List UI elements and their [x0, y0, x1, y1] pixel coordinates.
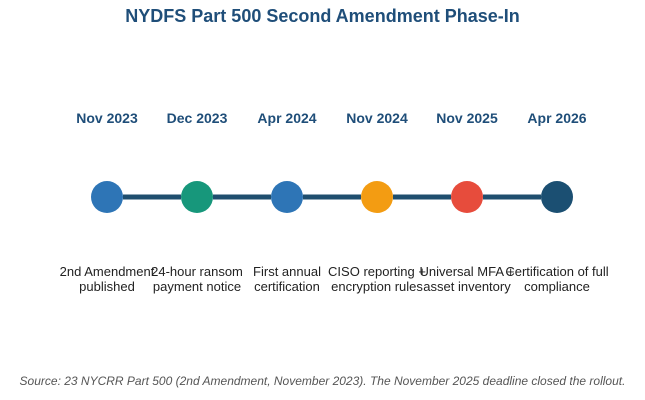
milestone-label: Universal MFA + asset inventory — [419, 264, 515, 294]
milestone-dot — [541, 181, 573, 213]
milestone-date: Apr 2026 — [527, 110, 587, 126]
milestone-label: 2nd Amendment published — [59, 264, 155, 294]
milestone-label: First annual certification — [253, 264, 321, 294]
milestone-label: 24-hour ransom payment notice — [151, 264, 243, 294]
milestone-label: CISO reporting + encryption rules — [328, 264, 426, 294]
milestone-date: Dec 2023 — [166, 110, 228, 126]
milestone-dot — [451, 181, 483, 213]
milestone-dot — [271, 181, 303, 213]
milestone-label: Certification of full compliance — [505, 264, 609, 294]
milestone-dot — [361, 181, 393, 213]
title: NYDFS Part 500 Second Amendment Phase-In — [125, 6, 520, 26]
milestone-dot — [181, 181, 213, 213]
milestone-date: Nov 2023 — [76, 110, 138, 126]
milestone-date: Nov 2025 — [436, 110, 498, 126]
milestone-date: Apr 2024 — [257, 110, 317, 126]
milestone-dot — [91, 181, 123, 213]
milestone-date: Nov 2024 — [346, 110, 408, 126]
source-note: Source: 23 NYCRR Part 500 (2nd Amendment… — [19, 374, 626, 388]
